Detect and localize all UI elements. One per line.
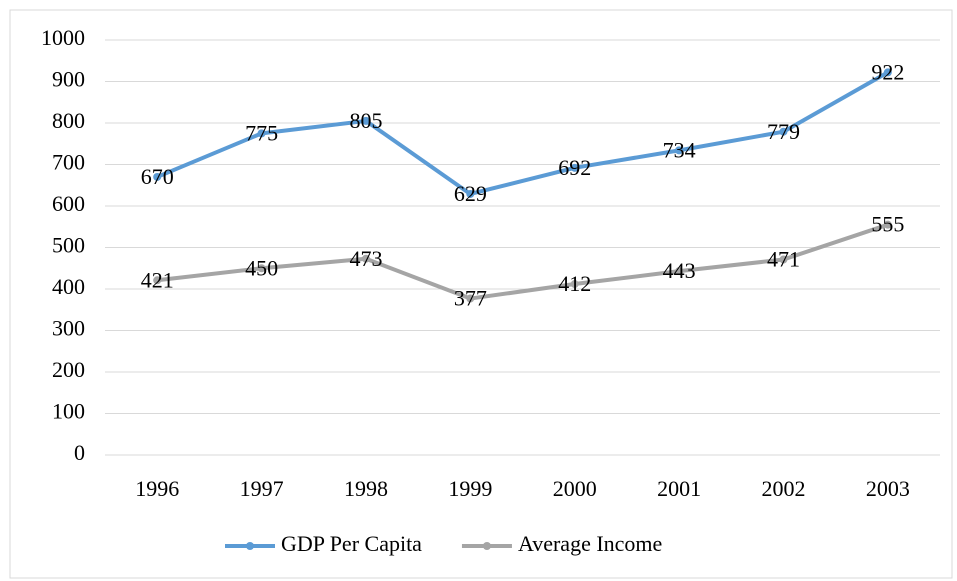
y-tick-label: 700 <box>52 150 85 175</box>
data-label: 805 <box>349 108 382 133</box>
y-tick-label: 100 <box>52 399 85 424</box>
point <box>779 255 788 264</box>
data-label: 692 <box>558 155 591 180</box>
data-label: 450 <box>245 255 278 280</box>
data-label: 555 <box>871 212 904 237</box>
data-label: 670 <box>141 164 174 189</box>
x-tick-label: 1997 <box>240 476 284 501</box>
x-tick-label: 1998 <box>344 476 388 501</box>
data-label: 922 <box>871 59 904 84</box>
x-tick-label: 2002 <box>761 476 805 501</box>
data-label: 412 <box>558 271 591 296</box>
point <box>570 280 579 289</box>
data-label: 779 <box>767 119 800 144</box>
chart-border <box>9 9 953 579</box>
data-label: 471 <box>767 247 800 272</box>
x-tick-label: 2001 <box>657 476 701 501</box>
line-series <box>156 222 889 301</box>
y-tick-label: 600 <box>52 191 85 216</box>
point <box>570 163 579 172</box>
data-label: 629 <box>454 181 487 206</box>
point <box>883 68 892 77</box>
x-tick-label: 1996 <box>135 476 179 501</box>
legend-label: Average Income <box>518 531 662 556</box>
point <box>153 276 162 285</box>
point <box>675 267 684 276</box>
point <box>466 189 475 198</box>
line-series <box>156 70 889 196</box>
point <box>779 127 788 136</box>
point <box>257 129 266 138</box>
data-label: 473 <box>349 246 382 271</box>
x-tick-label: 2003 <box>866 476 910 501</box>
data-label: 775 <box>245 120 278 145</box>
point <box>883 220 892 229</box>
point <box>361 254 370 263</box>
point <box>153 172 162 181</box>
point <box>466 294 475 303</box>
legend-marker <box>246 542 254 550</box>
y-tick-label: 400 <box>52 274 85 299</box>
x-tick-label: 2000 <box>553 476 597 501</box>
point <box>361 116 370 125</box>
data-label: 734 <box>663 137 696 162</box>
data-label: 421 <box>141 267 174 292</box>
y-tick-label: 800 <box>52 108 85 133</box>
y-tick-label: 500 <box>52 233 85 258</box>
y-tick-label: 1000 <box>41 25 85 50</box>
y-tick-label: 0 <box>74 440 85 465</box>
y-tick-label: 300 <box>52 316 85 341</box>
point <box>257 264 266 273</box>
data-label: 377 <box>454 286 487 311</box>
y-tick-label: 900 <box>52 67 85 92</box>
legend-marker <box>482 542 491 550</box>
data-label: 443 <box>663 258 696 283</box>
legend-label: GDP Per Capita <box>281 531 422 556</box>
point <box>675 146 684 155</box>
x-tick-label: 1999 <box>448 476 492 501</box>
y-tick-label: 200 <box>52 357 85 382</box>
